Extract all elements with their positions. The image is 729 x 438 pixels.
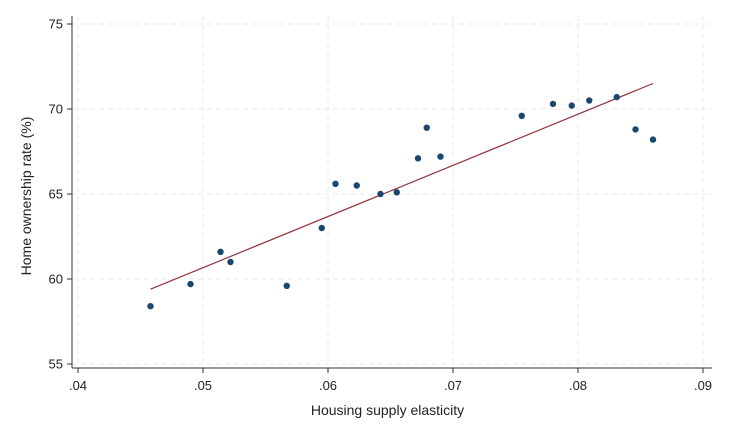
data-point [227, 258, 234, 266]
data-point [518, 112, 525, 120]
data-point [147, 303, 154, 310]
y-tick-label: 55 [49, 357, 63, 372]
data-point [353, 182, 360, 189]
data-point [217, 248, 224, 255]
grid-lines [72, 16, 712, 368]
y-axis-title: Home ownership rate (%) [18, 117, 34, 276]
y-tick-label: 65 [49, 187, 63, 202]
data-point [568, 102, 575, 109]
y-tick-label: 75 [49, 17, 63, 32]
x-tick-label: .05 [194, 378, 212, 393]
data-point [332, 180, 339, 187]
x-tick-label: .06 [319, 378, 337, 393]
x-tick-label: .04 [69, 378, 87, 393]
x-tick-label: .07 [444, 378, 462, 393]
axes [71, 16, 712, 369]
data-point [187, 280, 194, 288]
data-point [283, 282, 290, 289]
x-tick-label: .09 [694, 378, 712, 393]
data-point [437, 153, 444, 160]
y-axis-ticks: 55 60 65 70 75 [49, 17, 72, 372]
data-point [318, 224, 325, 232]
data-point [649, 136, 657, 143]
data-point [377, 190, 384, 198]
scatter-points [147, 93, 657, 310]
data-point [549, 100, 557, 108]
y-tick-label: 60 [49, 272, 63, 287]
data-point [414, 155, 422, 162]
data-point [423, 124, 430, 131]
x-tick-label: .08 [569, 378, 587, 393]
y-tick-label: 70 [49, 102, 63, 117]
fit-line [150, 82, 654, 290]
data-point [393, 189, 400, 196]
fit-line-layer [150, 82, 654, 290]
x-axis-title: Housing supply elasticity [311, 402, 464, 418]
data-point [586, 97, 593, 104]
x-axis-ticks: .04 .05 .06 .07 .08 .09 [69, 368, 712, 393]
data-point [613, 93, 620, 101]
data-point [632, 126, 639, 133]
